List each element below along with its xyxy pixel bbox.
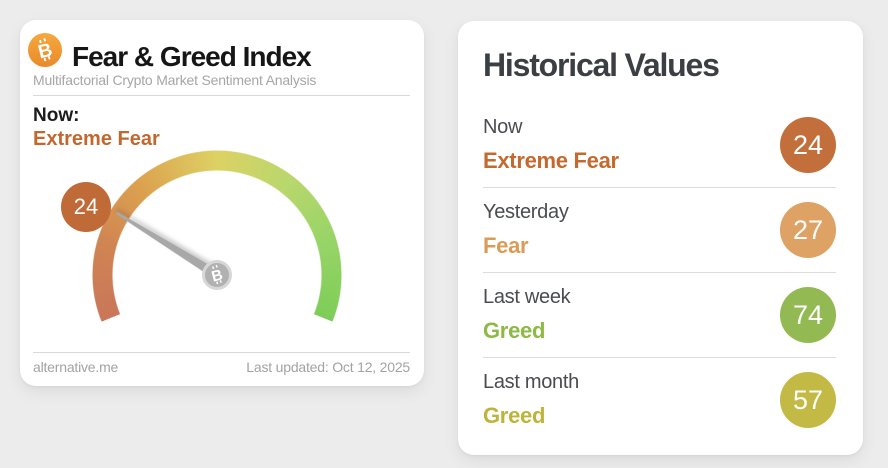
row-value-badge: 27 (780, 202, 836, 258)
gauge-needle-layer: B (115, 211, 232, 290)
row-classification: Extreme Fear (483, 148, 619, 173)
bitcoin-icon: B (28, 33, 62, 67)
last-updated: Last updated: Oct 12, 2025 (246, 359, 410, 375)
historical-row-last-week: Last week Greed 74 (483, 272, 836, 357)
gauge-needle (115, 211, 220, 279)
gauge-hub: B (202, 260, 232, 290)
bitcoin-glyph: B (36, 38, 55, 63)
widget-title: Fear & Greed Index (72, 41, 312, 72)
row-classification: Greed (483, 403, 546, 428)
row-value-badge: 74 (780, 287, 836, 343)
historical-row-now: Now Extreme Fear 24 (483, 103, 836, 187)
row-value-badge: 24 (780, 117, 836, 173)
row-classification: Fear (483, 233, 529, 258)
row-classification: Greed (483, 318, 546, 343)
row-label: Last week (483, 286, 571, 308)
current-classification: Extreme Fear (33, 128, 160, 150)
historical-title: Historical Values (483, 47, 720, 83)
bitcoin-hub-glyph: B (210, 264, 225, 286)
historical-rows: Now Extreme Fear 24 Yesterday Fear 27 La… (483, 103, 836, 442)
svg-text:B: B (210, 266, 225, 285)
row-value-badge: 57 (780, 372, 836, 428)
card-footer: alternative.me Last updated: Oct 12, 202… (33, 359, 410, 375)
fear-greed-card: B Fear & Greed Index Multifactorial Cryp… (20, 20, 424, 386)
gauge-arc (92, 150, 342, 386)
historical-values-card: Historical Values Now Extreme Fear 24 Ye… (458, 21, 863, 455)
gauge-value-badge: 24 (61, 182, 111, 232)
historical-row-yesterday: Yesterday Fear 27 (483, 187, 836, 272)
sentiment-gauge: B (92, 150, 342, 386)
widget-subtitle: Multifactorial Crypto Market Sentiment A… (33, 72, 317, 88)
row-label: Yesterday (483, 201, 569, 223)
now-label: Now: (33, 105, 80, 126)
historical-row-last-month: Last month Greed 57 (483, 357, 836, 442)
row-label: Last month (483, 371, 579, 393)
footer-divider (33, 352, 410, 353)
header-divider (33, 95, 410, 96)
source-link[interactable]: alternative.me (33, 359, 119, 375)
row-label: Now (483, 116, 523, 138)
